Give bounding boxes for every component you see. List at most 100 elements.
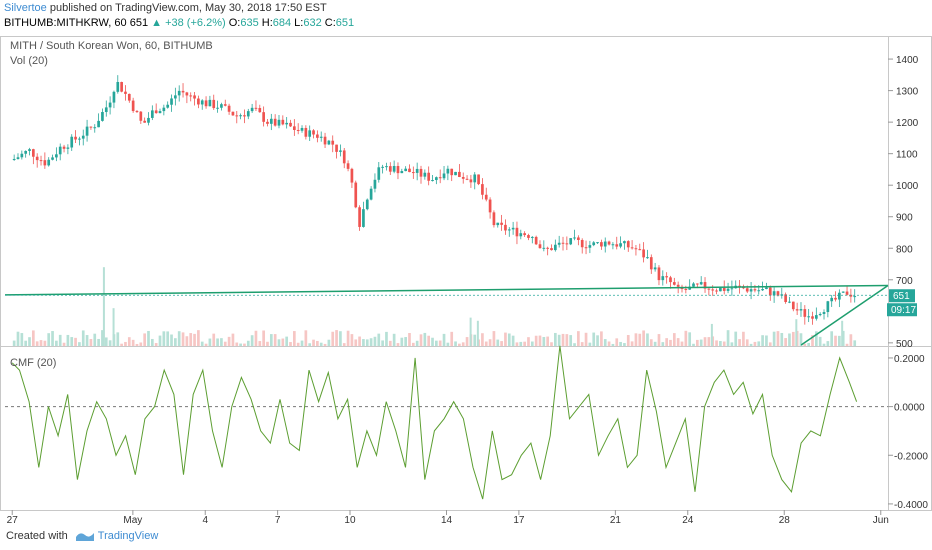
volume-bar (484, 341, 488, 346)
volume-bar (726, 330, 730, 346)
volume-bar (143, 333, 146, 346)
volume-bar (285, 336, 289, 346)
volume-bar (431, 337, 434, 346)
volume-bar (12, 340, 16, 346)
volume-bar (28, 337, 31, 346)
volume-bar (649, 339, 653, 346)
volume-spike-bar (469, 317, 472, 346)
candle-body (507, 229, 511, 231)
volume-bar (600, 331, 603, 346)
candle-body (139, 111, 143, 121)
volume-bar (350, 334, 354, 346)
volume-bar (108, 340, 112, 346)
candle-body (461, 176, 465, 179)
volume-bar (177, 331, 181, 346)
candle-body (596, 242, 599, 244)
time-tick-label: 4 (202, 515, 208, 526)
volume-bar (411, 342, 415, 346)
candle-body (308, 130, 312, 137)
cmf-pane-title: CMF (20) (10, 357, 56, 369)
candle-body (830, 297, 834, 302)
volume-bar (776, 331, 780, 346)
candle-body (696, 283, 699, 285)
candle-body (788, 301, 791, 303)
open-label: O: (228, 17, 241, 29)
candle-body (615, 244, 619, 247)
candle-body (561, 242, 565, 244)
volume-bar (788, 333, 791, 346)
volume-bar (101, 330, 104, 346)
candle-body (550, 248, 553, 251)
low-value: 632 (303, 17, 322, 29)
volume-bar (396, 343, 400, 346)
candle-body (116, 81, 120, 92)
candle-body (776, 291, 780, 296)
candle-body (477, 174, 480, 185)
volume-bar (124, 341, 127, 346)
candle-body (350, 168, 354, 183)
candle-body (611, 244, 615, 246)
volume-bar (527, 337, 530, 346)
candle-body (565, 243, 569, 245)
cmf-tick-label: 0.0000 (894, 403, 925, 414)
candle-body (822, 312, 826, 314)
volume-bar (538, 335, 542, 346)
volume-bar (669, 339, 672, 346)
volume-bar (365, 339, 369, 346)
last-price-badge: 651 (889, 289, 915, 303)
volume-bar (147, 330, 150, 346)
candle-body (623, 241, 626, 244)
price-tick-label: 500 (896, 339, 913, 350)
volume-bar (381, 340, 384, 346)
candle-body (715, 290, 718, 292)
candle-body (35, 156, 39, 161)
candle-body (216, 107, 219, 109)
volume-bar (47, 333, 51, 346)
volume-bar (715, 340, 718, 346)
chart-area[interactable]: 50060070080090010001100120013001400-0.40… (0, 32, 932, 527)
candle-body (223, 104, 227, 106)
candle-body (200, 100, 204, 105)
volume-bar (684, 330, 688, 346)
volume-bar (492, 331, 496, 346)
volume-bar (799, 333, 803, 346)
candle-body (768, 287, 772, 296)
candle-body (285, 122, 289, 125)
candle-body (12, 158, 16, 160)
candle-body (28, 149, 31, 151)
price-tick-label: 1400 (896, 55, 919, 66)
candle-body (365, 199, 369, 210)
candle-body (427, 172, 431, 181)
candle-body (193, 95, 196, 99)
candle-body (323, 136, 327, 145)
volume-bar (853, 340, 857, 346)
candle-body (600, 242, 603, 247)
candle-body (446, 168, 450, 174)
candle-body (81, 135, 85, 139)
volume-bar (235, 342, 239, 346)
volume-bar (596, 335, 599, 346)
volume-bar (615, 338, 619, 346)
volume-bar (435, 340, 438, 346)
candle-body (738, 285, 741, 287)
candle-body (542, 247, 546, 249)
volume-bar (569, 335, 573, 346)
volume-bar (791, 331, 795, 346)
volume-bar (427, 335, 431, 346)
time-tick-label: 21 (610, 515, 622, 526)
author-link[interactable]: Silvertoe (4, 2, 47, 14)
tradingview-logo[interactable]: TradingView (75, 530, 158, 542)
candle-body (588, 245, 592, 248)
candle-body (246, 111, 250, 117)
candle-body (51, 157, 54, 160)
candle-body (672, 282, 676, 285)
candle-body (189, 95, 193, 97)
created-with-text: Created with (6, 530, 68, 542)
volume-bar (607, 341, 611, 346)
volume-bar (584, 332, 588, 346)
candle-body (530, 236, 534, 238)
time-tick-label: 24 (682, 515, 694, 526)
volume-bar (719, 341, 722, 346)
volume-bar (43, 340, 47, 346)
volume-bar (488, 339, 492, 346)
